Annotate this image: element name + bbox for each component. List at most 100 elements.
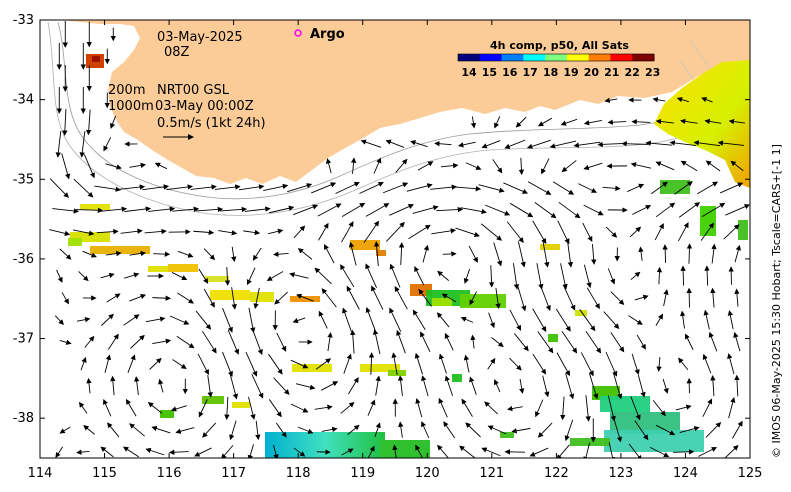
current-arrow: [484, 401, 499, 415]
current-arrow: [142, 184, 170, 191]
current-arrow: [251, 374, 264, 399]
x-tick-label: 115: [92, 466, 117, 481]
current-arrow: [669, 140, 697, 147]
current-arrow: [61, 292, 69, 305]
colorbar-title: 4h comp, p50, All Sats: [490, 39, 629, 52]
current-arrow: [78, 271, 89, 282]
current-arrow: [383, 182, 409, 194]
current-arrow: [415, 398, 423, 418]
current-arrow: [266, 271, 284, 281]
current-arrow: [335, 181, 360, 194]
current-arrow: [103, 137, 112, 152]
current-arrow: [675, 404, 692, 411]
current-arrow: [728, 397, 736, 419]
current-arrow: [680, 118, 698, 125]
current-arrow: [504, 139, 526, 149]
current-arrow: [649, 446, 670, 458]
current-arrow: [190, 184, 217, 190]
current-arrow: [246, 267, 256, 286]
colorbar-tick-label: 15: [482, 66, 497, 79]
x-tick-label: 121: [479, 466, 504, 481]
current-arrow: [239, 184, 265, 191]
current-arrow: [290, 359, 309, 369]
current-arrow: [541, 158, 550, 175]
current-arrow: [652, 400, 666, 417]
current-arrow: [398, 421, 404, 438]
current-arrow: [515, 116, 527, 128]
current-arrow: [220, 206, 248, 213]
current-arrow: [100, 206, 128, 212]
current-arrow: [287, 183, 313, 193]
current-arrow: [469, 291, 477, 306]
sst-patch: [202, 396, 224, 404]
current-arrow: [110, 115, 117, 129]
current-arrow: [583, 204, 604, 216]
current-arrow: [630, 396, 641, 421]
current-arrow: [603, 311, 620, 330]
colorbar-tick-label: 17: [523, 66, 538, 79]
current-arrow: [455, 227, 480, 238]
current-arrow: [76, 449, 90, 455]
current-arrow: [561, 160, 577, 173]
current-arrow: [78, 401, 88, 414]
y-axis-ticks: -33 -34 -35 -36 -37 -38: [13, 13, 750, 426]
colorbar-segment: [458, 54, 481, 61]
current-arrow: [701, 97, 713, 103]
current-arrow: [177, 292, 194, 304]
colorbar-segment: [545, 54, 568, 61]
current-arrow: [54, 315, 64, 326]
current-arrow: [414, 266, 425, 286]
sst-patch: [70, 232, 110, 242]
current-arrow: [231, 246, 237, 263]
current-arrow: [415, 444, 424, 458]
current-arrow: [340, 264, 355, 288]
current-arrow: [728, 118, 746, 125]
current-arrow: [460, 207, 487, 215]
current-arrow: [563, 286, 576, 311]
current-arrow: [124, 206, 152, 213]
current-arrow: [229, 420, 237, 441]
current-arrow: [321, 288, 337, 308]
current-arrow: [315, 358, 332, 370]
current-arrow: [631, 353, 640, 376]
sst-patch: [570, 438, 610, 446]
current-arrow: [607, 119, 627, 125]
x-tick-label: 125: [738, 466, 763, 481]
colorbar-tick-label: 22: [625, 66, 640, 79]
current-arrow: [347, 424, 360, 435]
current-arrow: [605, 351, 618, 377]
current-arrow: [495, 287, 501, 310]
product-label: NRT00 GSL: [157, 83, 230, 98]
y-tick-label: -37: [13, 332, 34, 347]
colorbar-tick-label: 23: [645, 66, 660, 79]
current-arrow: [318, 310, 328, 329]
current-arrow: [314, 404, 333, 411]
current-arrow: [589, 373, 599, 400]
current-arrow: [389, 263, 401, 288]
current-arrow: [414, 352, 423, 375]
current-arrow: [61, 153, 71, 180]
current-arrow: [478, 184, 505, 193]
current-arrow: [130, 334, 145, 349]
sst-patch: [432, 298, 452, 306]
current-arrow: [297, 426, 314, 434]
colorbar-tick-label: 16: [502, 66, 518, 79]
current-arrow: [120, 228, 143, 234]
current-arrow: [276, 422, 287, 438]
current-arrow: [560, 118, 578, 126]
current-arrow: [86, 377, 92, 394]
current-arrow: [268, 399, 282, 418]
current-arrow: [341, 448, 354, 456]
current-arrow: [365, 263, 378, 289]
current-arrow: [468, 245, 478, 263]
current-arrow: [169, 315, 190, 325]
current-arrow: [293, 447, 306, 457]
current-arrow: [412, 205, 439, 214]
current-arrow: [723, 224, 740, 240]
current-arrow: [634, 294, 649, 301]
current-arrow: [698, 447, 718, 457]
current-arrow: [222, 351, 233, 377]
current-arrow: [509, 357, 522, 371]
current-arrow: [438, 353, 447, 374]
current-arrow: [83, 154, 95, 179]
